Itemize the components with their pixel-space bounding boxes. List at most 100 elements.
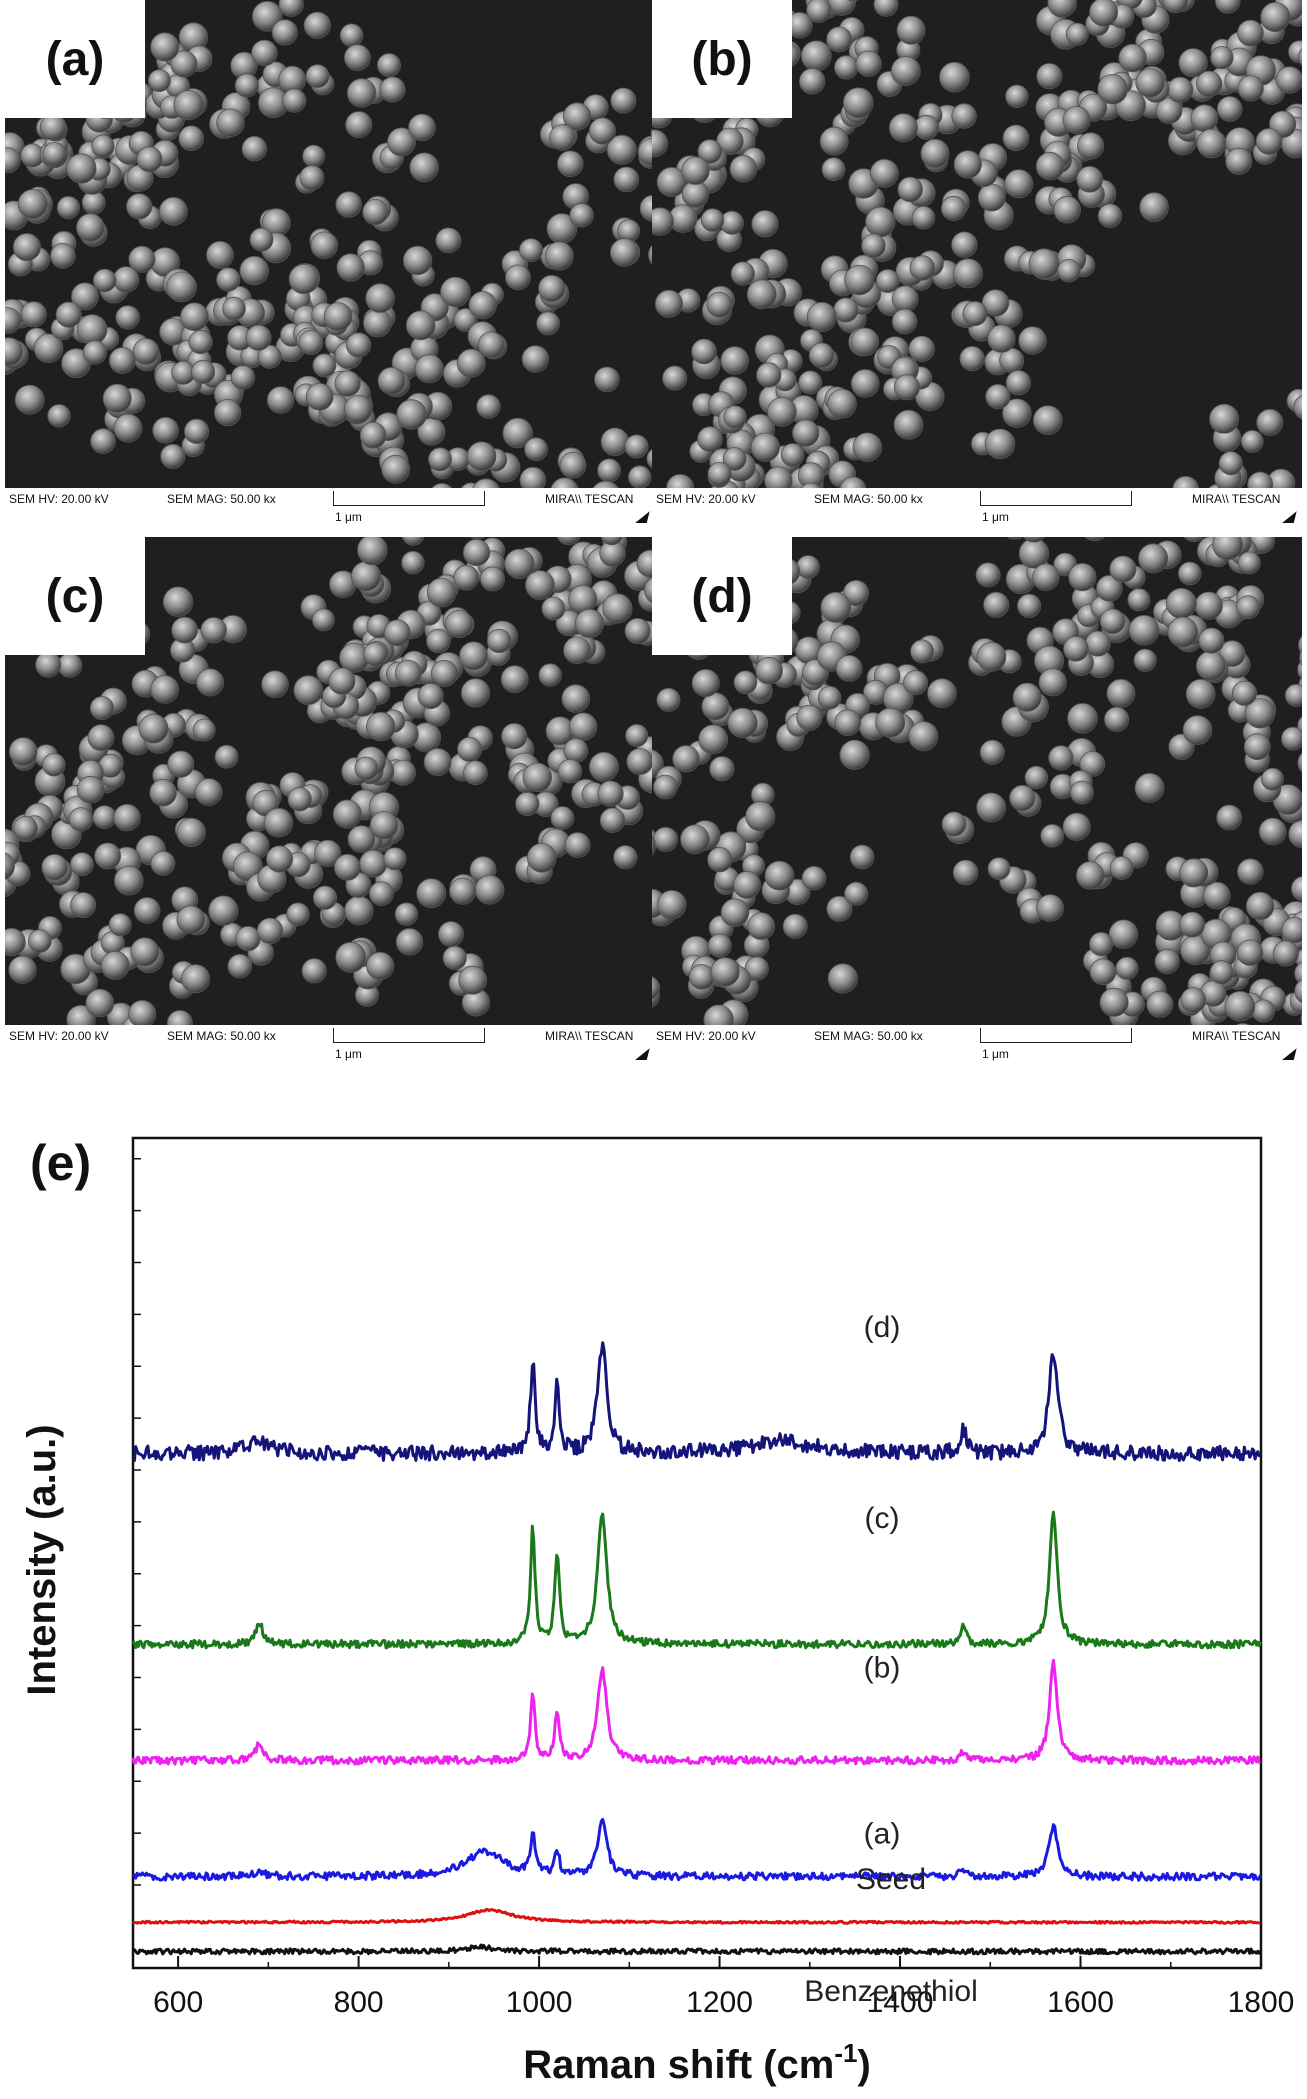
nanoparticle — [130, 937, 160, 967]
nanoparticle — [574, 608, 605, 639]
scale-bar — [333, 1028, 485, 1043]
sem-databar-a: SEM HV: 20.00 kV SEM MAG: 50.00 kx 1 μm … — [5, 488, 655, 528]
nanoparticle — [332, 799, 362, 829]
nanoparticle — [196, 668, 225, 697]
nanoparticle — [767, 397, 797, 427]
nanoparticle — [476, 394, 501, 419]
nanoparticle — [1036, 894, 1064, 922]
panel-label-e: (e) — [30, 1135, 91, 1191]
nanoparticle — [222, 296, 246, 321]
x-axis-label-sup: -1 — [834, 2038, 857, 2068]
nanoparticle — [100, 950, 130, 980]
sem-brand: MIRA\\ TESCAN — [545, 1029, 634, 1043]
nanoparticle — [1067, 703, 1098, 734]
nanoparticle — [826, 895, 853, 922]
nanoparticle — [1243, 733, 1271, 761]
nanoparticle — [801, 865, 827, 891]
nanoparticle — [82, 340, 108, 365]
nanoparticle — [780, 443, 805, 467]
nanoparticle — [462, 538, 491, 567]
nanoparticle — [42, 141, 67, 166]
nanoparticle — [394, 902, 419, 926]
nanoparticle — [550, 806, 575, 830]
nanoparticle — [251, 39, 278, 67]
sem-hv: SEM HV: 20.00 kV — [9, 492, 109, 506]
nanoparticle — [453, 308, 478, 332]
nanoparticle — [435, 227, 462, 254]
nanoparticle — [681, 180, 710, 208]
nanoparticle — [178, 125, 205, 152]
nanoparticle — [891, 308, 918, 335]
nanoparticle — [387, 127, 416, 157]
x-tick-label: 1200 — [686, 1986, 753, 2019]
nanoparticle — [166, 1010, 193, 1025]
nanoparticle — [56, 196, 81, 220]
nanoparticle — [1065, 22, 1089, 46]
nanoparticle — [230, 365, 256, 390]
nanoparticle — [594, 366, 620, 393]
nanoparticle — [1202, 881, 1231, 910]
nanoparticle — [466, 441, 497, 472]
nanoparticle — [745, 801, 776, 832]
nanoparticle — [128, 245, 156, 273]
nanoparticle — [381, 454, 411, 484]
nanoparticle — [423, 748, 452, 776]
nanoparticle — [827, 963, 858, 994]
nanoparticle — [1236, 595, 1261, 620]
nanoparticle — [626, 748, 654, 775]
nanoparticle — [500, 665, 529, 694]
nanoparticle — [430, 659, 458, 687]
nanoparticle — [377, 366, 406, 395]
nanoparticle — [396, 399, 427, 430]
nanoparticle — [76, 775, 105, 804]
nanoparticle — [85, 988, 115, 1018]
nanoparticle — [654, 289, 683, 318]
nanoparticle — [1215, 0, 1241, 14]
nanoparticle — [94, 842, 121, 870]
nanoparticle — [834, 709, 862, 737]
nanoparticle — [952, 258, 983, 289]
panel-label-a: (a) — [5, 0, 145, 118]
nanoparticle — [345, 111, 373, 139]
nanoparticle — [796, 704, 823, 731]
nanoparticle — [288, 263, 319, 295]
nanoparticle — [1038, 668, 1067, 697]
nanoparticle — [706, 291, 733, 318]
nanoparticle — [8, 955, 37, 984]
nanoparticle — [1300, 1012, 1302, 1025]
nanoparticle — [782, 913, 808, 939]
nanoparticle — [672, 745, 700, 773]
nanoparticle — [1076, 861, 1105, 890]
nanoparticle — [911, 205, 936, 230]
nanoparticle — [150, 850, 176, 876]
x-tick-label: 1600 — [1047, 1986, 1114, 2019]
nanoparticle — [861, 233, 886, 258]
sem-mag: SEM MAG: 50.00 kx — [167, 1029, 276, 1043]
nanoparticle — [5, 337, 23, 366]
nanoparticle — [113, 803, 141, 832]
nanoparticle — [821, 157, 846, 182]
nanoparticle — [800, 482, 821, 488]
plot-frame — [131, 1136, 1263, 1970]
nanoparticle — [865, 206, 896, 238]
nanoparticle — [833, 297, 859, 323]
nanoparticle — [873, 0, 899, 17]
nanoparticle — [1275, 66, 1302, 94]
series-line — [132, 1341, 1262, 1463]
nanoparticle — [843, 87, 874, 118]
nanoparticle — [261, 670, 289, 699]
nanoparticle — [166, 271, 197, 303]
nanoparticle — [431, 483, 453, 488]
nanoparticle — [1006, 537, 1023, 540]
nanoparticle — [5, 147, 21, 174]
nanoparticle — [92, 268, 117, 293]
nanoparticle — [656, 166, 687, 197]
nanoparticle — [216, 108, 245, 137]
nanoparticle — [405, 310, 436, 341]
nanoparticle — [569, 203, 594, 228]
nanoparticle — [1133, 648, 1157, 672]
x-tick-label: 1000 — [506, 1986, 573, 2019]
nanoparticle — [66, 153, 97, 184]
nanoparticle — [855, 50, 882, 77]
nanoparticle — [1216, 804, 1243, 831]
